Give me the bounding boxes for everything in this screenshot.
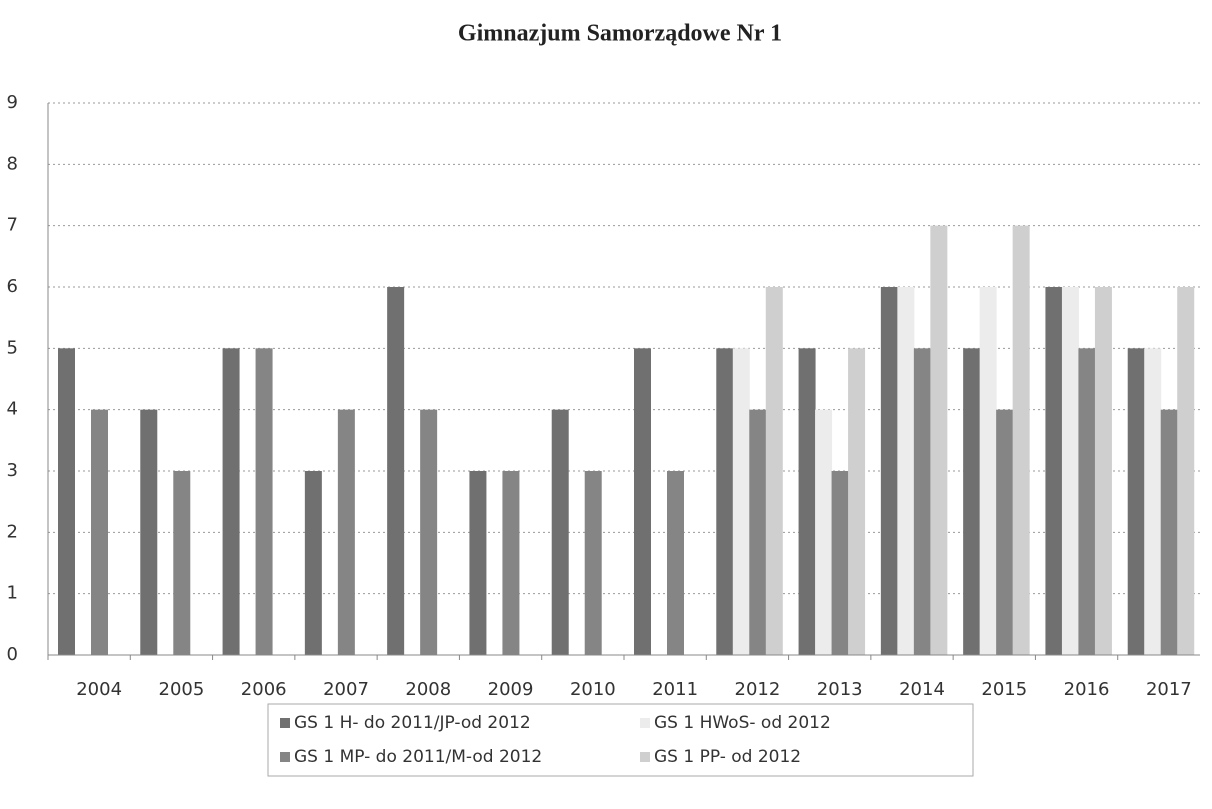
y-tick-label: 9 [7, 92, 18, 113]
legend-label: GS 1 PP- od 2012 [654, 747, 801, 767]
bar [1177, 287, 1195, 655]
bar [1094, 287, 1112, 655]
x-tick-label: 2012 [735, 679, 781, 700]
bar [140, 409, 158, 655]
bar [1127, 348, 1145, 655]
x-tick-label: 2011 [652, 679, 698, 700]
bar [1078, 348, 1096, 655]
x-tick-label: 2014 [899, 679, 945, 700]
y-tick-label: 6 [7, 276, 18, 297]
y-tick-label: 0 [7, 644, 18, 665]
legend-swatch [640, 752, 650, 762]
bar [337, 409, 355, 655]
chart-title: Gimnazjum Samorządowe Nr 1 [458, 21, 782, 47]
bar [551, 409, 569, 655]
x-tick-label: 2007 [323, 679, 369, 700]
bar [831, 471, 849, 655]
bar [502, 471, 520, 655]
bar [732, 348, 750, 655]
bar [387, 287, 405, 655]
bar [798, 348, 816, 655]
x-tick-label: 2008 [405, 679, 451, 700]
x-tick-label: 2005 [159, 679, 205, 700]
legend-label: GS 1 HWoS- od 2012 [654, 713, 831, 733]
bar [304, 471, 322, 655]
bar [716, 348, 734, 655]
y-tick-label: 5 [7, 337, 18, 358]
y-tick-label: 8 [7, 153, 18, 174]
bar [765, 287, 783, 655]
bar [1144, 348, 1162, 655]
x-tick-label: 2006 [241, 679, 287, 700]
bar [749, 409, 767, 655]
bar [634, 348, 651, 655]
bar [996, 409, 1014, 655]
x-tick-label: 2010 [570, 679, 616, 700]
y-tick-label: 2 [7, 521, 18, 542]
bar [255, 348, 273, 655]
bar [1012, 225, 1030, 655]
bar [58, 348, 75, 655]
bar [913, 348, 931, 655]
y-tick-label: 7 [7, 215, 18, 236]
bar [584, 471, 602, 655]
legend-label: GS 1 H- do 2011/JP-od 2012 [294, 713, 531, 733]
bar [880, 287, 898, 655]
bar [815, 409, 833, 655]
bar [1045, 287, 1063, 655]
bar [173, 471, 191, 655]
bar [91, 409, 108, 655]
legend-swatch [280, 718, 290, 728]
legend-box [267, 703, 974, 777]
bar [897, 287, 915, 655]
bar [420, 409, 438, 655]
bar [222, 348, 240, 655]
x-tick-label: 2015 [981, 679, 1027, 700]
bar [1061, 287, 1079, 655]
x-tick-label: 2016 [1064, 679, 1110, 700]
legend-swatch [280, 752, 290, 762]
bar [667, 471, 684, 655]
y-tick-label: 3 [7, 460, 18, 481]
y-tick-label: 1 [7, 583, 18, 604]
legend-label: GS 1 MP- do 2011/M-od 2012 [294, 747, 542, 767]
legend-swatch [640, 718, 650, 728]
bar [469, 471, 487, 655]
bar [963, 348, 981, 655]
bar [848, 348, 866, 655]
x-tick-label: 2009 [488, 679, 534, 700]
bar [930, 225, 948, 655]
bar [1160, 409, 1178, 655]
x-tick-label: 2017 [1146, 679, 1192, 700]
y-tick-label: 4 [7, 399, 18, 420]
bar [979, 287, 997, 655]
x-tick-label: 2013 [817, 679, 863, 700]
x-tick-label: 2004 [76, 679, 122, 700]
